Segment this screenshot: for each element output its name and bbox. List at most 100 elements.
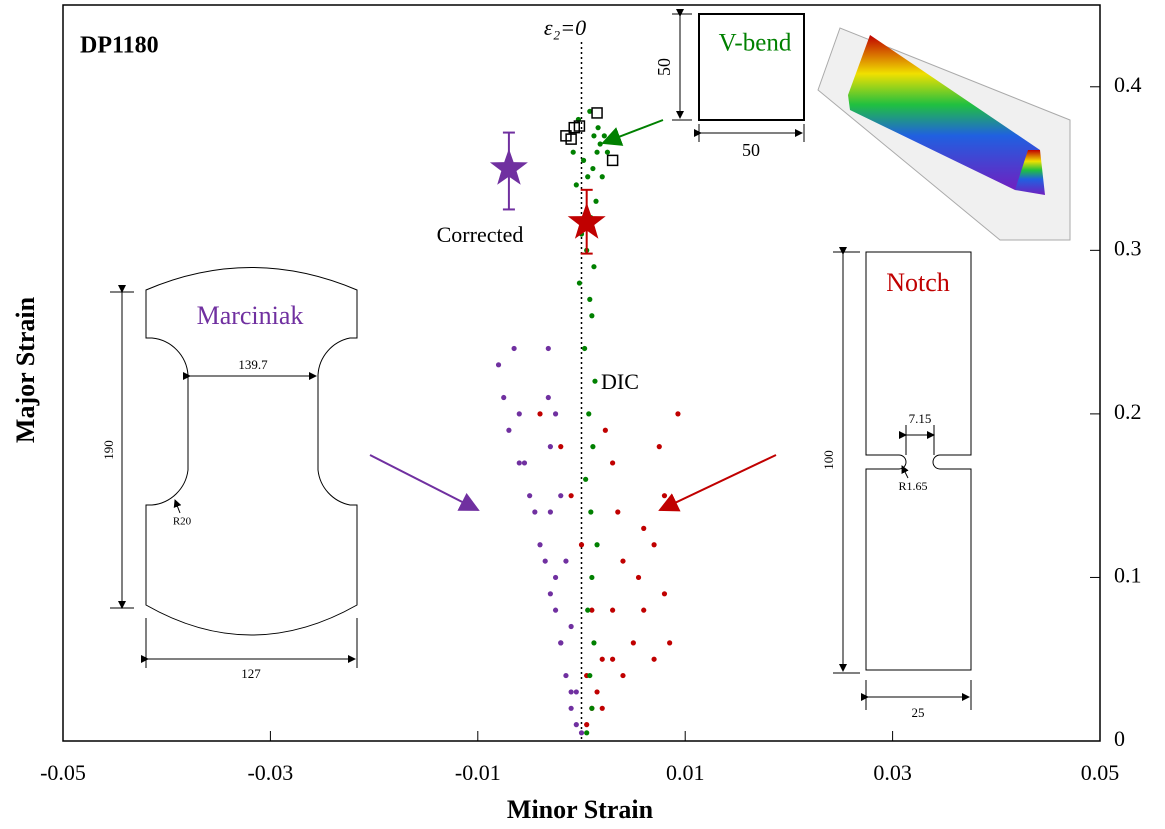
point	[589, 313, 594, 318]
point	[608, 155, 618, 165]
x-tick-label: -0.01	[455, 760, 501, 785]
point	[574, 182, 579, 187]
point	[501, 395, 506, 400]
annotation: DP1180	[80, 33, 159, 59]
y-tick-label: 0	[1114, 726, 1125, 751]
point	[620, 673, 625, 678]
x-tick-label: -0.03	[247, 760, 293, 785]
point	[532, 509, 537, 514]
point	[610, 657, 615, 662]
annotation: 50	[742, 140, 760, 160]
point	[558, 493, 563, 498]
point	[591, 264, 596, 269]
point	[569, 706, 574, 711]
point	[591, 133, 596, 138]
point	[600, 706, 605, 711]
point	[558, 640, 563, 645]
point	[579, 542, 584, 547]
point	[615, 509, 620, 514]
point	[569, 624, 574, 629]
point	[594, 689, 599, 694]
annotation: Marciniak	[197, 301, 304, 330]
y-tick-label: 0.1	[1114, 562, 1142, 587]
arrow	[603, 120, 663, 143]
point	[584, 722, 589, 727]
point	[595, 125, 600, 130]
point	[522, 460, 527, 465]
point	[517, 460, 522, 465]
point	[506, 428, 511, 433]
point	[675, 411, 680, 416]
x-axis-title: Minor Strain	[507, 795, 654, 824]
x-tick-label: 0.05	[1081, 760, 1120, 785]
point	[563, 558, 568, 563]
point	[582, 346, 587, 351]
point	[657, 444, 662, 449]
point	[594, 150, 599, 155]
point	[584, 730, 589, 735]
point	[574, 689, 579, 694]
point	[651, 657, 656, 662]
point	[563, 673, 568, 678]
point	[553, 411, 558, 416]
point	[610, 608, 615, 613]
point	[581, 158, 586, 163]
y-tick-label: 0.3	[1114, 235, 1142, 260]
annotation: Notch	[886, 268, 950, 297]
arrow	[370, 455, 478, 510]
point	[543, 558, 548, 563]
arrow	[660, 455, 776, 510]
point	[631, 640, 636, 645]
point	[585, 174, 590, 179]
point	[662, 591, 667, 596]
point	[593, 199, 598, 204]
y-tick-label: 0.2	[1114, 399, 1142, 424]
point	[577, 280, 582, 285]
point	[588, 509, 593, 514]
annotation: ε₂=0	[544, 15, 586, 40]
annotation: 127	[241, 666, 261, 681]
page: DP1180 ε₂=0 V-bend 50 50 Corrected DIC M…	[0, 0, 1165, 829]
chart: DP1180 ε₂=0 V-bend 50 50 Corrected DIC M…	[0, 0, 1165, 829]
annotation: 139.7	[238, 357, 268, 372]
point	[569, 689, 574, 694]
point	[641, 608, 646, 613]
point	[603, 428, 608, 433]
point	[591, 640, 596, 645]
point	[592, 379, 597, 384]
point	[548, 591, 553, 596]
point	[583, 477, 588, 482]
point	[548, 509, 553, 514]
point	[592, 108, 602, 118]
point	[600, 174, 605, 179]
annotation: R20	[173, 516, 192, 528]
point	[590, 444, 595, 449]
annotation: DIC	[601, 369, 639, 394]
point	[553, 608, 558, 613]
point	[511, 346, 516, 351]
annotation: Corrected	[437, 222, 524, 247]
point	[546, 395, 551, 400]
x-tick-label: 0.01	[666, 760, 705, 785]
point	[579, 730, 584, 735]
point	[548, 444, 553, 449]
point	[598, 141, 603, 146]
point	[620, 558, 625, 563]
point	[585, 608, 590, 613]
point	[600, 657, 605, 662]
annotation: 50	[654, 58, 674, 76]
point	[546, 346, 551, 351]
point	[537, 542, 542, 547]
point	[569, 493, 574, 498]
point	[641, 526, 646, 531]
point	[571, 150, 576, 155]
point	[587, 297, 592, 302]
point	[589, 575, 594, 580]
point	[662, 493, 667, 498]
point	[586, 411, 591, 416]
point	[667, 640, 672, 645]
point	[589, 706, 594, 711]
point	[590, 166, 595, 171]
annotation: V-bend	[719, 30, 792, 57]
point	[553, 575, 558, 580]
